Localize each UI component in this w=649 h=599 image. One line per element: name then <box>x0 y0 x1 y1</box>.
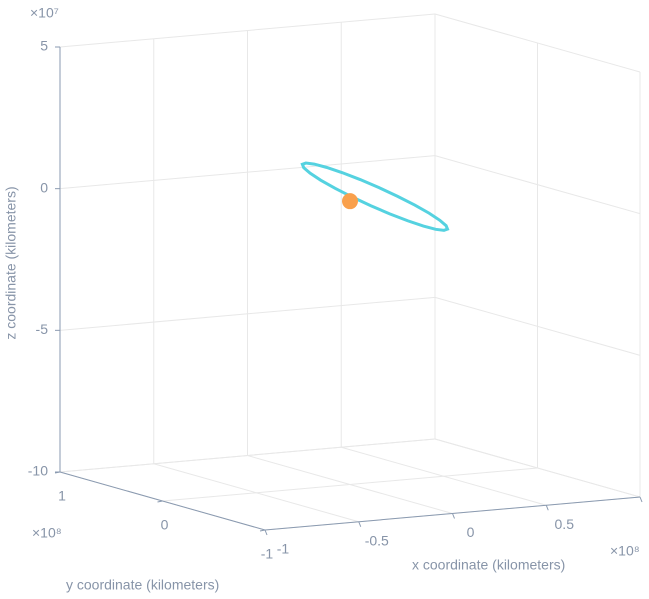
x-tick <box>358 521 362 527</box>
x-tick <box>639 496 643 503</box>
orbit-line <box>300 161 450 232</box>
z-tick-label: -10 <box>28 463 48 479</box>
y-tick <box>259 529 266 532</box>
grid-line <box>434 13 641 73</box>
grid-line <box>434 155 641 215</box>
z-tick-label: 0 <box>40 179 48 195</box>
x-tick-label: 0.5 <box>555 516 575 532</box>
y-tick-label: 0 <box>161 517 169 533</box>
grid-line <box>434 438 641 498</box>
z-tick-label: 5 <box>40 38 48 54</box>
y-tick-label: -1 <box>261 546 274 562</box>
x-tick <box>545 505 549 511</box>
marker-point <box>342 193 358 210</box>
x-axis-label: x coordinate (kilometers) <box>412 557 565 573</box>
x-tick-label: -1 <box>277 541 290 557</box>
grid-line <box>59 13 436 48</box>
grid-line <box>59 438 436 473</box>
x-exponent: ×10⁸ <box>610 543 640 559</box>
grid-line <box>162 467 538 502</box>
y-tick-label: 1 <box>58 488 66 504</box>
z-exponent: ×10⁷ <box>30 5 59 21</box>
y-tick <box>157 500 163 503</box>
z-axis-label: z coordinate (kilometers) <box>3 186 19 339</box>
grid-line <box>434 296 641 356</box>
grid-line <box>59 155 436 190</box>
z-tick-label: -5 <box>36 321 49 337</box>
grid-line <box>59 296 436 331</box>
x-tick <box>264 529 268 536</box>
y-exponent: ×10⁸ <box>32 525 62 541</box>
y-axis-label: y coordinate (kilometers) <box>66 577 219 593</box>
x-tick-label: 0 <box>467 524 475 540</box>
x-tick <box>452 513 455 519</box>
x-tick-label: -0.5 <box>365 532 389 548</box>
